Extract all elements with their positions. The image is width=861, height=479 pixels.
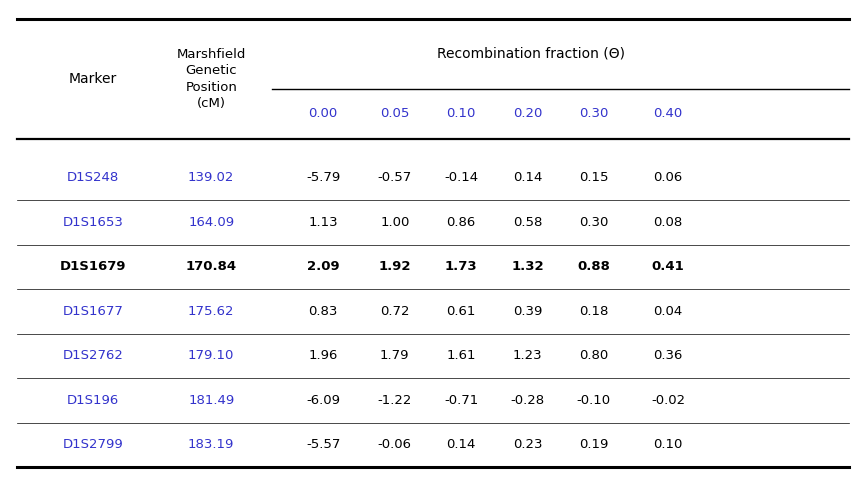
Text: D1S1679: D1S1679 xyxy=(59,261,127,274)
Text: -0.10: -0.10 xyxy=(576,394,610,407)
Text: -5.57: -5.57 xyxy=(306,438,340,451)
Text: -0.06: -0.06 xyxy=(377,438,412,451)
Text: 1.73: 1.73 xyxy=(444,261,477,274)
Text: D1S1653: D1S1653 xyxy=(63,216,123,229)
Text: D1S1677: D1S1677 xyxy=(63,305,123,318)
Text: 0.41: 0.41 xyxy=(651,261,684,274)
Text: 0.86: 0.86 xyxy=(446,216,475,229)
Text: 0.88: 0.88 xyxy=(577,261,610,274)
Text: -0.57: -0.57 xyxy=(377,171,412,184)
Text: 181.49: 181.49 xyxy=(188,394,234,407)
Text: D1S2799: D1S2799 xyxy=(63,438,123,451)
Text: -0.02: -0.02 xyxy=(650,394,684,407)
Text: 175.62: 175.62 xyxy=(188,305,234,318)
Text: D1S248: D1S248 xyxy=(67,171,119,184)
Text: 179.10: 179.10 xyxy=(188,349,234,362)
Text: -6.09: -6.09 xyxy=(306,394,340,407)
Text: 0.19: 0.19 xyxy=(579,438,608,451)
Text: 0.10: 0.10 xyxy=(446,107,475,120)
Text: D1S2762: D1S2762 xyxy=(63,349,123,362)
Text: 0.40: 0.40 xyxy=(653,107,682,120)
Text: 0.80: 0.80 xyxy=(579,349,608,362)
Text: 0.00: 0.00 xyxy=(308,107,338,120)
Text: 0.14: 0.14 xyxy=(446,438,475,451)
Text: 1.23: 1.23 xyxy=(512,349,542,362)
Text: 0.23: 0.23 xyxy=(512,438,542,451)
Text: 0.30: 0.30 xyxy=(579,216,608,229)
Text: 0.15: 0.15 xyxy=(579,171,608,184)
Text: 0.83: 0.83 xyxy=(308,305,338,318)
Text: 139.02: 139.02 xyxy=(188,171,234,184)
Text: -0.14: -0.14 xyxy=(443,171,478,184)
Text: 1.00: 1.00 xyxy=(380,216,409,229)
Text: 0.04: 0.04 xyxy=(653,305,682,318)
Text: -1.22: -1.22 xyxy=(377,394,412,407)
Text: 0.58: 0.58 xyxy=(512,216,542,229)
Text: 1.13: 1.13 xyxy=(308,216,338,229)
Text: -0.28: -0.28 xyxy=(510,394,544,407)
Text: 1.61: 1.61 xyxy=(446,349,475,362)
Text: Recombination fraction (Θ): Recombination fraction (Θ) xyxy=(437,47,625,61)
Text: 0.39: 0.39 xyxy=(512,305,542,318)
Text: 0.20: 0.20 xyxy=(512,107,542,120)
Text: 1.32: 1.32 xyxy=(511,261,543,274)
Text: -0.71: -0.71 xyxy=(443,394,478,407)
Text: Marker: Marker xyxy=(69,72,117,86)
Text: 0.72: 0.72 xyxy=(380,305,409,318)
Text: 0.06: 0.06 xyxy=(653,171,682,184)
Text: -5.79: -5.79 xyxy=(306,171,340,184)
Text: 0.05: 0.05 xyxy=(380,107,409,120)
Text: 0.61: 0.61 xyxy=(446,305,475,318)
Text: 0.18: 0.18 xyxy=(579,305,608,318)
Text: 0.36: 0.36 xyxy=(653,349,682,362)
Text: 0.30: 0.30 xyxy=(579,107,608,120)
Text: 183.19: 183.19 xyxy=(188,438,234,451)
Text: 164.09: 164.09 xyxy=(188,216,234,229)
Text: 170.84: 170.84 xyxy=(185,261,237,274)
Text: 0.10: 0.10 xyxy=(653,438,682,451)
Text: 1.79: 1.79 xyxy=(380,349,409,362)
Text: 0.14: 0.14 xyxy=(512,171,542,184)
Text: Marshfield
Genetic
Position
(cM): Marshfield Genetic Position (cM) xyxy=(177,48,245,110)
Text: 1.92: 1.92 xyxy=(378,261,411,274)
Text: D1S196: D1S196 xyxy=(67,394,119,407)
Text: 0.08: 0.08 xyxy=(653,216,682,229)
Text: 1.96: 1.96 xyxy=(308,349,338,362)
Text: 2.09: 2.09 xyxy=(307,261,339,274)
